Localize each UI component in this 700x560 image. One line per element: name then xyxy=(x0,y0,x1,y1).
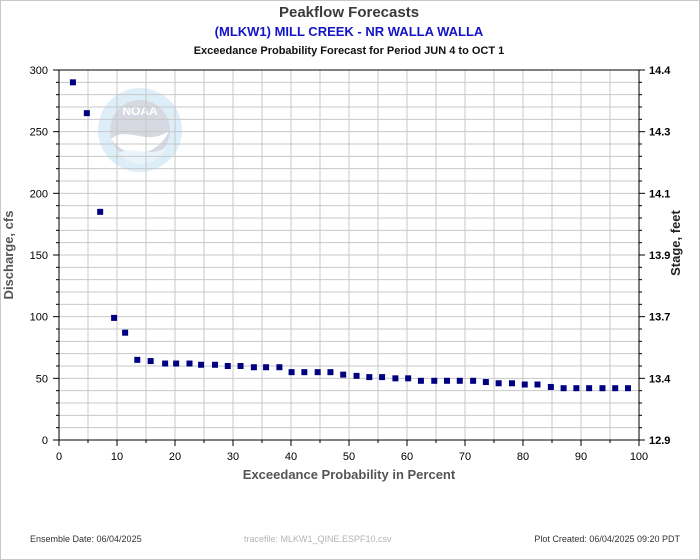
x-tick-label: 80 xyxy=(517,451,529,463)
data-point xyxy=(495,380,502,387)
data-point xyxy=(417,377,424,384)
data-point xyxy=(379,374,386,381)
y-tick-label: 300 xyxy=(30,65,48,77)
chart-title: Peakflow Forecasts xyxy=(278,4,420,21)
x-tick-label: 60 xyxy=(401,451,413,463)
data-point xyxy=(353,372,360,379)
data-point xyxy=(482,379,489,386)
grid-lines xyxy=(59,70,639,440)
y2-tick-label: 14.3 xyxy=(649,127,670,139)
data-point xyxy=(186,360,193,367)
ensemble-date: Ensemble Date: 06/04/2025 xyxy=(30,534,142,544)
x-tick-label: 50 xyxy=(343,451,355,463)
data-point xyxy=(276,364,283,371)
data-point xyxy=(470,377,477,384)
y-tick-label: 50 xyxy=(36,373,48,385)
y-tick-label: 200 xyxy=(30,188,48,200)
data-point xyxy=(586,385,593,392)
data-point xyxy=(456,377,463,384)
data-point xyxy=(224,363,231,369)
x-axis-label: Exceedance Probability in Percent xyxy=(243,467,456,482)
noaa-logo-wave xyxy=(119,147,167,164)
noaa-logo-bird xyxy=(111,131,169,154)
y2-tick-label: 13.7 xyxy=(649,312,670,324)
x-tick-label: 0 xyxy=(56,451,62,463)
data-point xyxy=(534,381,541,388)
data-points xyxy=(69,79,631,392)
y2-tick-label: 12.9 xyxy=(649,435,670,447)
data-point xyxy=(147,358,154,365)
data-point xyxy=(624,385,631,392)
data-point xyxy=(431,377,438,384)
data-point xyxy=(122,329,129,336)
data-point xyxy=(134,356,141,363)
y-tick-label: 150 xyxy=(30,250,48,262)
data-point xyxy=(612,385,619,392)
data-point xyxy=(599,385,606,392)
x-tick-label: 90 xyxy=(575,451,587,463)
y-tick-label: 0 xyxy=(42,435,48,447)
axis-ticks xyxy=(53,69,645,446)
y2-tick-label: 13.9 xyxy=(649,250,670,262)
noaa-logo-icon: NOAA xyxy=(98,88,182,172)
chart-subtitle: Exceedance Probability Forecast for Peri… xyxy=(193,45,505,57)
data-point xyxy=(301,369,308,376)
tracefile-label: tracefile: MLKW1_QINE.ESPF10.csv xyxy=(244,534,392,544)
data-point xyxy=(288,369,295,376)
data-point xyxy=(560,385,567,392)
data-point xyxy=(198,361,205,368)
y2-tick-label: 14.4 xyxy=(649,65,671,77)
y2-tick-label: 13.4 xyxy=(649,373,671,385)
data-point xyxy=(69,79,76,86)
data-point xyxy=(547,383,554,390)
data-point xyxy=(508,380,515,387)
data-point xyxy=(173,360,180,367)
data-point xyxy=(162,360,169,367)
data-point xyxy=(212,361,219,368)
x-tick-label: 40 xyxy=(285,451,297,463)
data-point xyxy=(573,385,580,392)
y-axis-label: Discharge, cfs xyxy=(1,211,16,300)
data-point xyxy=(250,364,257,371)
data-point xyxy=(444,377,451,384)
data-point xyxy=(83,110,90,117)
y2-tick-label: 14.1 xyxy=(649,188,670,200)
data-point xyxy=(97,208,104,215)
x-tick-label: 30 xyxy=(227,451,239,463)
data-point xyxy=(327,369,334,376)
station-title: (MLKW1) MILL CREEK - NR WALLA WALLA xyxy=(214,24,484,39)
data-point xyxy=(314,369,321,376)
x-tick-label: 70 xyxy=(459,451,471,463)
plot-created-date: Plot Created: 06/04/2025 09:20 PDT xyxy=(534,534,680,544)
data-point xyxy=(366,374,373,381)
x-tick-label: 20 xyxy=(169,451,181,463)
data-point xyxy=(521,381,528,388)
data-point xyxy=(111,314,118,321)
y-tick-label: 100 xyxy=(30,312,48,324)
data-point xyxy=(263,364,270,371)
y-tick-label: 250 xyxy=(30,127,48,139)
data-point xyxy=(237,363,244,369)
data-point xyxy=(405,375,412,382)
data-point xyxy=(340,371,347,378)
x-tick-label: 10 xyxy=(111,451,123,463)
data-point xyxy=(392,375,399,382)
tick-labels: 0 10 20 30 40 50 60 70 80 90 100 0 50 100 150 200 250 300… xyxy=(30,65,672,463)
y2-axis-label: Stage, feet xyxy=(668,209,683,275)
x-tick-label: 100 xyxy=(630,451,648,463)
